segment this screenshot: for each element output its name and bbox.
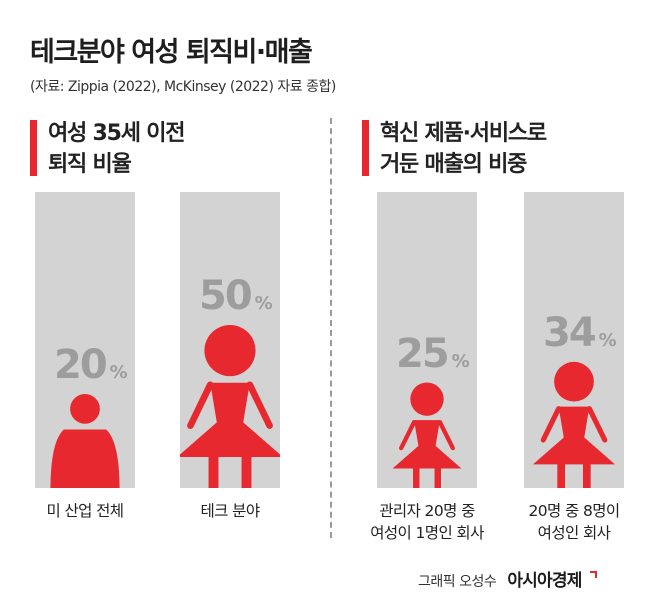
panel-1-category-label-2: 테크 분야 (155, 500, 305, 522)
value-unit: % (598, 329, 617, 351)
brand-mark-icon (589, 571, 597, 578)
source-note: (자료: Zippia (2022), McKinsey (2022) 자료 종… (30, 79, 336, 95)
figure-arm-right (586, 406, 608, 443)
figure-head (410, 382, 444, 416)
panel-1-bar-2-woman-icon (180, 325, 280, 488)
panel-1-title: 여성 35세 이전 퇴직 비율 (48, 118, 186, 180)
figure-dress (392, 420, 462, 469)
figure-leg-right (582, 463, 591, 488)
panel-1-title-line-2: 퇴직 비율 (48, 152, 132, 177)
figure-arm-left (187, 381, 214, 429)
panel-2-column-2 (524, 192, 624, 488)
value-number: 34 (543, 309, 597, 356)
figure-dress (180, 382, 280, 457)
figure-head (554, 361, 594, 402)
panel-1-column-2 (180, 192, 280, 488)
panel-1-column-2-graphic (180, 325, 280, 488)
panel-1-column-1 (35, 192, 135, 488)
panel-divider (330, 118, 332, 538)
value-unit: % (254, 293, 273, 314)
panel-2-value-label-2: 34% (543, 310, 617, 356)
panel-2-title: 혁신 제품·서비스로 거둔 매출의 비중 (380, 118, 547, 180)
value-number: 50 (199, 273, 253, 319)
value-unit: % (109, 362, 128, 383)
figure-leg-left (413, 467, 420, 488)
value-unit: % (451, 350, 470, 372)
caption-line-1: 관리자 20명 중 (379, 502, 475, 520)
panel-1-title-line-1: 여성 35세 이전 (48, 121, 186, 146)
figure-arm-left (399, 419, 417, 451)
panel-2-column-1-graphic (392, 382, 462, 488)
panel-2-value-label-1: 25% (396, 331, 470, 377)
figure-arm-left (540, 406, 562, 443)
caption-line-1: 테크 분야 (200, 502, 261, 520)
value-number: 20 (54, 342, 108, 388)
panel-2-bar-1-woman-icon (392, 382, 462, 488)
panel-1-category-label-1: 미 산업 전체 (10, 500, 160, 522)
figure-body (50, 429, 120, 488)
chart-title: 테크분야 여성 퇴직비·매출 (30, 37, 313, 68)
panel-2-title-line-1: 혁신 제품·서비스로 (380, 121, 547, 146)
figure-dress (532, 406, 616, 465)
caption-line-1: 20명 중 8명이 (528, 502, 620, 520)
figure-head (204, 325, 256, 377)
caption-line-2: 여성인 회사 (537, 524, 611, 542)
figure-head (70, 394, 100, 424)
panel-2-column-1 (377, 192, 477, 488)
panel-2-column-2-graphic (532, 361, 616, 488)
credit-byline: 그래픽 오성수 (418, 574, 497, 590)
panel-1-column-1-graphic (50, 394, 120, 488)
value-number: 25 (396, 330, 450, 377)
panel-2-accent-bar (362, 120, 369, 176)
panel-1-value-label-1: 20% (54, 342, 128, 388)
panel-2-bar-2-woman-icon (532, 361, 616, 488)
caption-line-1: 미 산업 전체 (46, 502, 125, 520)
panel-1-value-label-2: 50% (199, 273, 273, 319)
credit: 그래픽 오성수 아시아경제 (418, 566, 597, 591)
figure-leg-left (557, 463, 566, 488)
brand-logo: 아시아경제 (507, 571, 582, 591)
figure-arm-right (246, 381, 273, 429)
caption-line-2: 여성이 1명인 회사 (370, 524, 484, 542)
figure-leg-right (241, 456, 252, 488)
panel-2-title-line-2: 거둔 매출의 비중 (380, 152, 527, 177)
figure-leg-right (434, 467, 441, 488)
figure-arm-right (437, 419, 455, 451)
panel-1-accent-bar (30, 120, 37, 176)
figure-leg-left (208, 456, 219, 488)
panel-1-bar-1-person-icon (50, 394, 120, 488)
